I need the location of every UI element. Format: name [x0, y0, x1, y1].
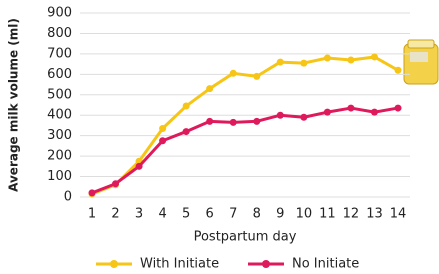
point [347, 105, 354, 112]
x-tick-label: 10 [296, 207, 313, 222]
y-tick-label: 500 [47, 87, 72, 102]
x-tick-label: 12 [343, 207, 360, 222]
y-axis-label: Average milk volume (ml) [7, 18, 21, 192]
x-tick-label: 1 [88, 207, 96, 222]
y-tick-label: 600 [47, 67, 72, 82]
point [253, 118, 260, 125]
point [371, 53, 378, 60]
x-tick-label: 4 [158, 207, 166, 222]
x-tick-label: 3 [135, 207, 143, 222]
point [324, 109, 331, 116]
x-axis-label: Postpartum day [194, 230, 297, 245]
point [300, 60, 307, 67]
point [253, 73, 260, 80]
point [206, 85, 213, 92]
point [277, 112, 284, 119]
x-tick-label: 9 [276, 207, 284, 222]
y-tick-label: 700 [47, 46, 72, 61]
y-tick-label: 100 [47, 169, 72, 184]
series-line [92, 108, 398, 193]
point [300, 114, 307, 121]
legend-label: No Initiate [292, 257, 359, 272]
series-line [92, 57, 398, 194]
x-tick-label: 8 [253, 207, 261, 222]
point [347, 57, 354, 64]
y-tick-label: 400 [47, 108, 72, 123]
point [159, 125, 166, 132]
point [371, 109, 378, 116]
point [230, 119, 237, 126]
y-tick-label: 800 [47, 26, 72, 41]
x-tick-label: 11 [319, 207, 336, 222]
point [395, 67, 402, 74]
y-tick-label: 300 [47, 128, 72, 143]
chart: Average milk volume (ml) Postpartum day … [0, 0, 439, 274]
point [324, 54, 331, 61]
point [395, 105, 402, 112]
y-tick-label: 200 [47, 149, 72, 164]
point [277, 59, 284, 66]
point [230, 70, 237, 77]
x-tick-label: 2 [111, 207, 119, 222]
point [183, 103, 190, 110]
point [183, 128, 190, 135]
point [136, 163, 143, 170]
legend-marker [110, 260, 118, 268]
legend-label: With Initiate [140, 257, 219, 272]
x-tick-label: 5 [182, 207, 190, 222]
point [89, 189, 96, 196]
x-tick-label: 6 [206, 207, 214, 222]
point [159, 137, 166, 144]
product-image [404, 40, 438, 84]
point [112, 180, 119, 187]
point [206, 118, 213, 125]
x-tick-label: 7 [229, 207, 237, 222]
x-tick-label: 13 [366, 207, 383, 222]
legend-marker [262, 260, 270, 268]
x-tick-label: 14 [390, 207, 407, 222]
y-tick-label: 0 [64, 190, 72, 205]
y-tick-label: 900 [47, 6, 72, 21]
